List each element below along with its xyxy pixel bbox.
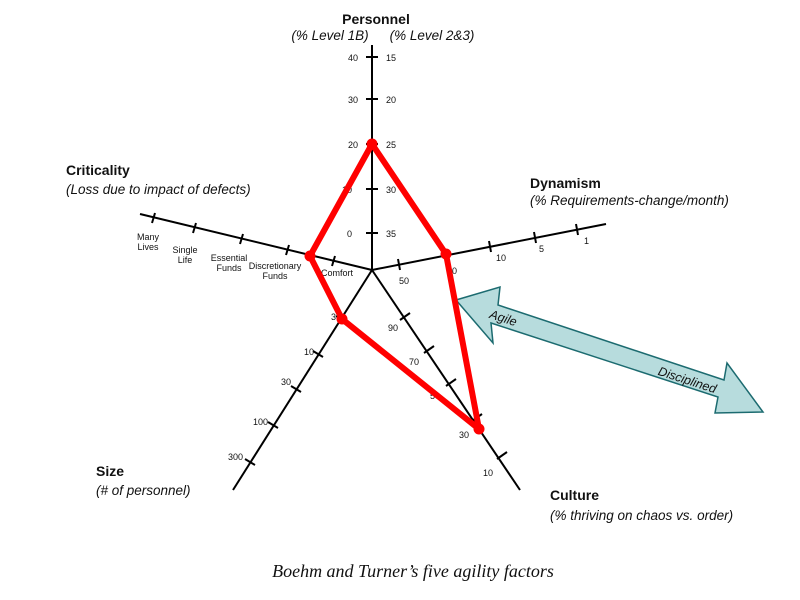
criticality-subtitle: (Loss due to impact of defects) bbox=[66, 182, 251, 197]
criticality-tick-label: Comfort bbox=[321, 268, 354, 278]
criticality-tick bbox=[192, 222, 197, 234]
size-tick bbox=[290, 385, 302, 393]
criticality-tick-label: Essential Funds bbox=[211, 253, 248, 273]
dynamism-tick-label: 10 bbox=[496, 253, 506, 263]
size-tick bbox=[312, 350, 324, 358]
criticality-tick-label-part: Discretionary bbox=[249, 261, 302, 271]
profile-polygon bbox=[304, 138, 485, 435]
culture-title: Culture bbox=[550, 487, 599, 503]
profile-point-personnel bbox=[366, 138, 378, 150]
personnel-subtitle-right: (% Level 2&3) bbox=[390, 28, 475, 43]
culture-tick bbox=[423, 345, 435, 354]
profile-point-size bbox=[336, 313, 348, 325]
dynamism-tick-label: 50 bbox=[399, 276, 409, 286]
personnel-tick-label-right: 15 bbox=[386, 53, 396, 63]
culture-subtitle: (% thriving on chaos vs. order) bbox=[550, 508, 733, 523]
criticality-tick-label-part: Lives bbox=[137, 242, 159, 252]
dynamism-tick-label: 1 bbox=[584, 236, 589, 246]
culture-tick-label: 70 bbox=[409, 357, 419, 367]
double-arrow-shape bbox=[454, 285, 765, 414]
culture-axis bbox=[371, 269, 521, 491]
criticality-tick-label-part: Single bbox=[172, 245, 197, 255]
criticality-tick-label-part: Funds bbox=[262, 271, 288, 281]
size-tick-label: 100 bbox=[253, 417, 268, 427]
culture-tick-label: 30 bbox=[459, 430, 469, 440]
profile-point-criticality bbox=[304, 250, 316, 262]
culture-tick bbox=[445, 378, 457, 387]
profile-point-dynamism bbox=[440, 248, 452, 260]
criticality-tick-label-part: Funds bbox=[216, 263, 242, 273]
culture-tick-label: 90 bbox=[388, 323, 398, 333]
personnel-tick-label-left: 20 bbox=[348, 140, 358, 150]
agile-disciplined-arrow: Agile Disciplined bbox=[454, 285, 765, 414]
criticality-tick-label-part: Life bbox=[178, 255, 193, 265]
dynamism-tick bbox=[533, 231, 537, 244]
dynamism-axis bbox=[371, 223, 607, 271]
dynamism-subtitle: (% Requirements-change/month) bbox=[530, 193, 729, 208]
size-title: Size bbox=[96, 463, 124, 479]
personnel-tick-label-right: 30 bbox=[386, 185, 396, 195]
criticality-tick-label: Discretionary Funds bbox=[249, 261, 302, 281]
culture-tick bbox=[399, 312, 411, 321]
size-tick-label: 300 bbox=[228, 452, 243, 462]
criticality-tick bbox=[331, 255, 336, 267]
size-tick-label: 3 bbox=[331, 312, 336, 322]
criticality-tick-label-part: Many bbox=[137, 232, 160, 242]
personnel-tick-label-right: 35 bbox=[386, 229, 396, 239]
culture-tick-label: 10 bbox=[483, 468, 493, 478]
dynamism-tick bbox=[488, 240, 492, 253]
personnel-tick-label-left: 0 bbox=[347, 229, 352, 239]
criticality-tick bbox=[151, 212, 156, 224]
criticality-tick bbox=[239, 233, 244, 245]
size-subtitle: (# of personnel) bbox=[96, 483, 191, 498]
dynamism-tick bbox=[575, 223, 579, 236]
size-tick bbox=[267, 421, 279, 429]
personnel-tick-label-right: 20 bbox=[386, 95, 396, 105]
personnel-tick-label-left: 40 bbox=[348, 53, 358, 63]
personnel-tick-label-right: 25 bbox=[386, 140, 396, 150]
criticality-tick-label: Many Lives bbox=[137, 232, 160, 252]
culture-tick bbox=[496, 451, 508, 460]
criticality-title: Criticality bbox=[66, 162, 130, 178]
criticality-tick-label-part: Essential bbox=[211, 253, 248, 263]
criticality-tick bbox=[285, 244, 290, 256]
size-tick bbox=[244, 458, 256, 466]
dynamism-tick-label: 5 bbox=[539, 244, 544, 254]
dynamism-tick bbox=[397, 258, 401, 271]
criticality-ticks: Comfort Discretionary Funds Essential Fund… bbox=[137, 212, 354, 281]
size-ticks: 3 10 30 100 300 bbox=[228, 312, 347, 466]
size-tick-label: 10 bbox=[304, 347, 314, 357]
personnel-title: Personnel bbox=[342, 11, 410, 27]
personnel-subtitle-left: (% Level 1B) bbox=[291, 28, 368, 43]
criticality-tick-label: Single Life bbox=[172, 245, 197, 265]
size-axis bbox=[232, 269, 373, 491]
profile-point-culture bbox=[473, 423, 485, 435]
size-tick-label: 30 bbox=[281, 377, 291, 387]
dynamism-title: Dynamism bbox=[530, 175, 601, 191]
profile-outline bbox=[307, 141, 482, 432]
personnel-tick-label-left: 30 bbox=[348, 95, 358, 105]
figure-caption: Boehm and Turner’s five agility factors bbox=[272, 561, 554, 581]
